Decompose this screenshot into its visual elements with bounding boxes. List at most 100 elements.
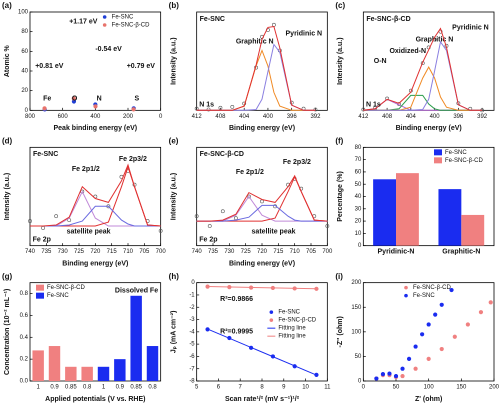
data-point [260, 199, 264, 204]
y-tick-label: 0 [358, 379, 362, 385]
x-tick-label: 200 [489, 385, 500, 391]
y-tick-label: 40 [355, 194, 362, 200]
x-tick-label: 100 [424, 385, 435, 391]
data-point [41, 226, 45, 230]
series-line [196, 43, 316, 111]
panel-label: (e) [169, 136, 179, 145]
data-point [230, 105, 235, 109]
series-line [207, 286, 317, 290]
x-tick-label: 740 [25, 249, 36, 255]
x-tick-label: 6 [217, 385, 221, 391]
annotation: O [72, 95, 78, 102]
annotation: R²=0.9866 [220, 296, 253, 303]
x-tick-label: 396 [287, 114, 298, 120]
x-tick-label: 396 [453, 114, 464, 120]
x-tick-label: 725 [241, 249, 252, 255]
bar [146, 346, 159, 381]
panel-title: Fe-SNC [200, 16, 225, 23]
legend-label: Fe-SNC-β-CD [278, 318, 316, 324]
data-point [426, 322, 431, 327]
series-label: Fe 2p1/2 [72, 166, 100, 173]
x-axis-label: Binding energy (eV) [62, 261, 128, 268]
x-tick-label: 392 [310, 114, 321, 120]
y-tick-label: 0 [191, 280, 195, 286]
series-label: Pyridinic N [286, 30, 323, 37]
legend-label: Fe-SNC-β-CD [413, 285, 451, 291]
series-label: satellite peak [67, 229, 111, 236]
data-point [439, 346, 444, 352]
x-tick-label: 404 [406, 114, 417, 120]
x-tick-label: 735 [208, 249, 219, 255]
plot-frame [196, 282, 328, 382]
data-point [465, 322, 470, 327]
x-tick-label: 7 [239, 385, 243, 391]
annotation: Fe [43, 95, 51, 102]
data-point [387, 371, 392, 376]
y-tick-label: 60 [21, 49, 28, 55]
annotation: N 1s [199, 101, 214, 108]
x-tick-label: 1 [36, 385, 40, 391]
legend-swatch [36, 292, 44, 299]
annotation: -0.54 eV [95, 46, 122, 53]
x-axis-label: Binding energy (eV) [396, 125, 462, 132]
series-line [30, 205, 161, 227]
data-point [207, 224, 212, 228]
data-point [400, 366, 405, 371]
bar [81, 366, 93, 381]
data-point [361, 107, 366, 112]
series-line [30, 163, 161, 227]
x-tick-label: 0.9 [50, 385, 59, 391]
x-tick-label: 400 [430, 114, 441, 120]
y-tick-label: -5 [189, 342, 195, 348]
y-axis-label: Intensity (a.u.) [171, 173, 178, 220]
y-tick-label: 200 [351, 280, 362, 286]
legend-label: Fe-SNC [413, 293, 435, 299]
data-point [42, 106, 47, 111]
y-tick-label: 0.2 [20, 357, 29, 363]
data-point [413, 366, 418, 371]
data-point [449, 287, 454, 293]
annotation: +0.81 eV [35, 63, 64, 70]
y-tick-label: 20 [355, 219, 362, 225]
panel-title: Fe-SNC-β-CD [200, 151, 244, 158]
legend-label: Fe-SNC [47, 293, 69, 299]
bar [438, 189, 462, 246]
series-label: O-N [374, 58, 387, 65]
panel-label: (g) [2, 272, 13, 281]
y-axis-label: Intensity (a.u.) [4, 173, 11, 220]
y-tick-label: -1 [189, 293, 195, 299]
legend-label: Fe-SNC-β-CD [112, 23, 150, 29]
x-tick-label: 725 [74, 249, 85, 255]
annotation: S [135, 95, 140, 102]
data-point [420, 332, 425, 337]
x-tick-label: 710 [123, 249, 134, 255]
y-tick-label: 0 [25, 108, 29, 114]
y-tick-label: 80 [21, 29, 28, 35]
x-tick-label: 720 [257, 249, 268, 255]
legend-swatch [269, 310, 274, 314]
x-tick-label: 700 [322, 249, 333, 255]
x-tick-label: 740 [192, 249, 203, 255]
legend-label: Fitting line [278, 334, 306, 340]
series-label: Fe 2p3/2 [119, 156, 147, 163]
y-tick-label: 40 [21, 69, 28, 75]
y-axis-label: Jₚ (mA cm⁻²) [171, 311, 178, 354]
plot-frame [29, 282, 162, 382]
series-line [196, 49, 316, 111]
x-tick-label: 408 [215, 114, 226, 120]
legend-swatch [404, 293, 408, 298]
legend-swatch [434, 157, 442, 164]
data-point [380, 372, 386, 377]
annotation: R²=0.9995 [220, 329, 253, 336]
series-label: satellite peak [252, 229, 296, 236]
data-point [54, 214, 59, 219]
bar [130, 295, 142, 381]
y-tick-label: -7 [189, 366, 195, 372]
data-point [413, 344, 418, 349]
y-axis-label: Intensity (a.u.) [171, 37, 178, 84]
plot-frame [196, 11, 328, 111]
x-axis-label: Peak binding energy (eV) [54, 125, 138, 132]
panel-label: (c) [335, 1, 345, 10]
y-tick-label: 20 [21, 88, 28, 94]
